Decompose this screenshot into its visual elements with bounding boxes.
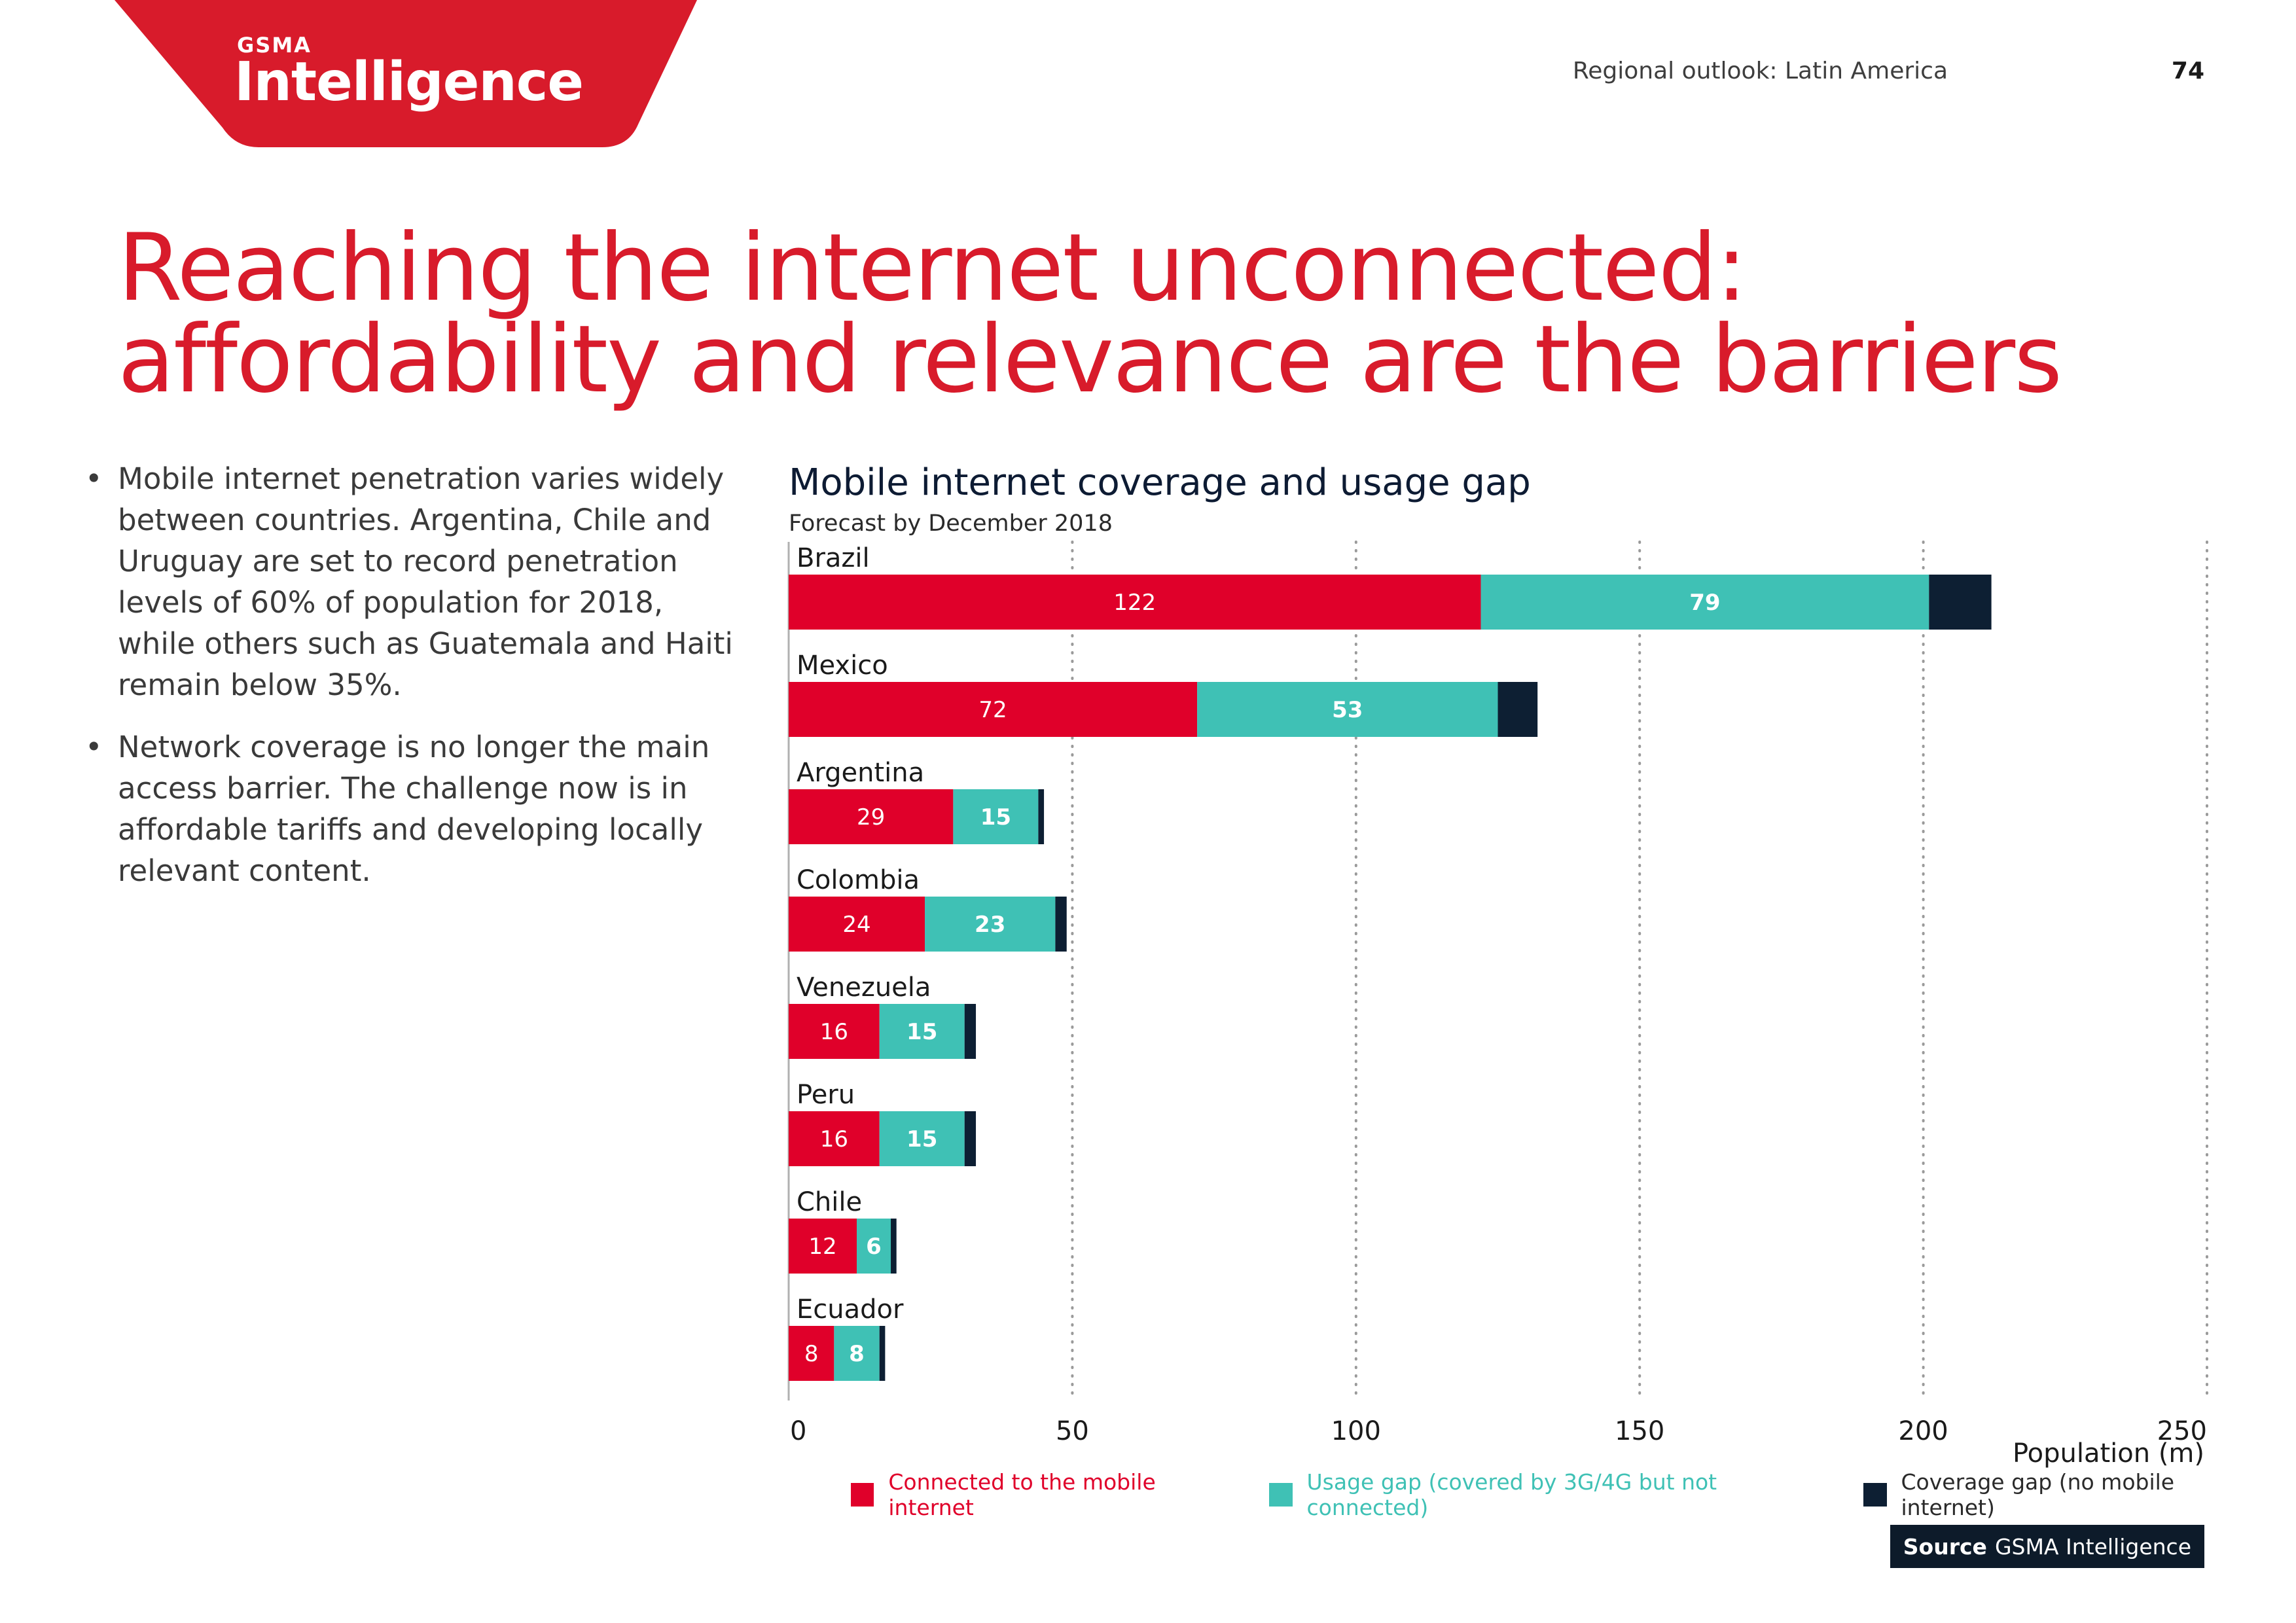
legend-item-usage-gap: Usage gap (covered by 3G/4G but not conn… [1269,1469,1836,1520]
bar-segment [789,789,954,844]
bar-segment [953,789,1039,844]
category-label: Colombia [797,865,920,895]
bar-segment [789,897,925,952]
bar-segment [789,682,1198,737]
data-label: 8 [804,1341,819,1367]
data-label: 8 [849,1341,865,1367]
category-label: Peru [797,1080,855,1110]
x-tick-label: 100 [1331,1416,1381,1446]
bar-segment [1055,897,1067,952]
gsma-logo [115,0,697,147]
data-label: 72 [978,697,1007,723]
data-label: 29 [857,804,885,830]
bar-segment [1929,575,1992,630]
category-label: Venezuela [797,972,931,1003]
page-number: 74 [2171,58,2204,84]
source-box: Source GSMA Intelligence [1890,1525,2204,1568]
headline-line-2: affordability and relevance are the barr… [118,306,2062,414]
data-label: 16 [820,1019,848,1045]
category-label: Ecuador [797,1294,904,1325]
logo-small-text: GSMA [237,33,312,58]
section-title: Regional outlook: Latin America [1572,58,1948,84]
bar-segment [879,1004,965,1059]
source-label: Source [1903,1533,1987,1560]
x-axis-title: Population (m) [2012,1438,2204,1469]
logo-big-text: Intelligence [234,51,584,113]
data-label: 122 [1113,590,1156,616]
category-label: Brazil [797,543,870,573]
headline-line-1: Reaching the internet unconnected: [118,214,1748,322]
legend-swatch-connected [851,1483,874,1507]
data-label: 79 [1689,590,1720,616]
source-text: GSMA Intelligence [1994,1533,2191,1560]
legend-label-connected: Connected to the mobile internet [888,1469,1156,1520]
bar-segment [857,1219,891,1274]
legend-item-coverage-gap: Coverage gap (no mobile internet) [1863,1469,2269,1520]
page-headline: Reaching the internet unconnected: affor… [118,214,2212,414]
x-tick-label: 150 [1615,1416,1664,1446]
legend-label-usage-gap: Usage gap (covered by 3G/4G but not conn… [1306,1469,1717,1520]
legend-item-connected: Connected to the mobile internet [851,1469,1242,1520]
chart-subtitle: Forecast by December 2018 [789,510,1113,537]
bar-segment [834,1326,880,1381]
x-tick-label: 200 [1898,1416,1948,1446]
bar-segment [1038,789,1045,844]
legend-swatch-coverage-gap [1863,1483,1887,1507]
bar-segment [789,1219,857,1274]
bullet-list: Mobile internet penetration varies widel… [85,458,740,912]
data-label: 15 [906,1019,937,1045]
bar-segment [1480,575,1929,630]
x-tick-label: 0 [790,1416,806,1446]
data-label: 23 [975,912,1005,938]
bar-segment [789,1111,880,1166]
category-label: Chile [797,1187,862,1217]
data-label: 12 [808,1234,836,1260]
bar-segment [879,1326,886,1381]
bullet-item: Network coverage is no longer the main a… [85,726,740,891]
bar-segment [789,575,1481,630]
bullet-item: Mobile internet penetration varies widel… [85,458,740,705]
chart-legend: Connected to the mobile internet Usage g… [851,1469,2296,1520]
data-label: 53 [1332,697,1363,723]
category-label: Mexico [797,651,888,681]
data-label: 16 [820,1126,848,1152]
x-tick-label: 50 [1056,1416,1089,1446]
data-label: 15 [906,1126,937,1152]
logo-tab-shape [115,0,697,147]
bar-segment [1498,682,1538,737]
bar-segment [879,1111,965,1166]
data-label: 15 [980,804,1011,830]
data-label: 6 [866,1234,882,1260]
category-label: Argentina [797,758,924,788]
legend-label-coverage-gap: Coverage gap (no mobile internet) [1901,1469,2175,1520]
data-label: 24 [842,912,870,938]
bar-segment [964,1004,977,1059]
bar-segment [964,1111,977,1166]
bar-segment [789,1004,880,1059]
bar-segment [925,897,1056,952]
chart-title: Mobile internet coverage and usage gap [789,461,1531,504]
bar-segment [891,1219,897,1274]
bar-segment [1197,682,1498,737]
legend-swatch-usage-gap [1269,1483,1293,1507]
bar-segment [789,1326,834,1381]
x-tick-label: 250 [2157,1416,2207,1446]
